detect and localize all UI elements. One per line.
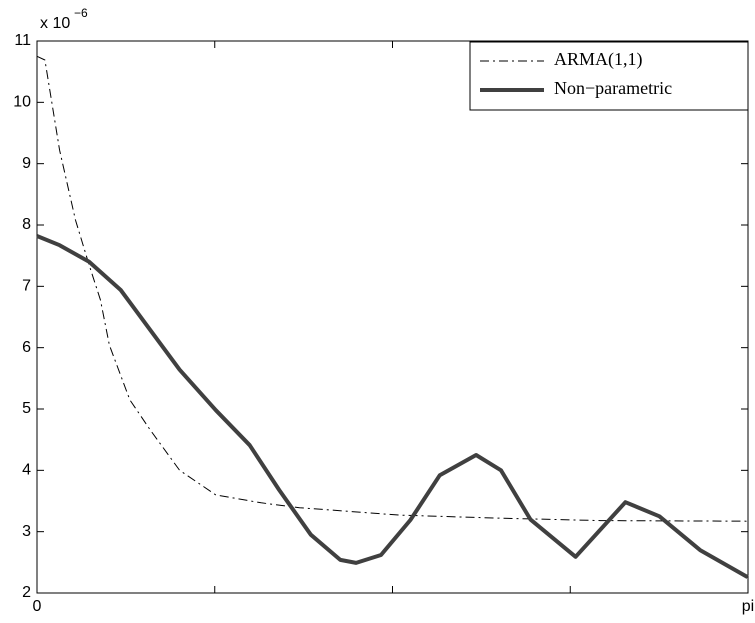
y-tick-label: 11 <box>14 32 31 49</box>
y-tick-label: 3 <box>22 523 31 540</box>
y-tick-label: 6 <box>22 339 31 356</box>
line-series <box>36 234 749 579</box>
y-tick-label: 5 <box>22 400 31 417</box>
plot-area <box>36 40 749 594</box>
y-tick-label: 4 <box>22 462 31 479</box>
y-multiplier-exponent: −6 <box>74 6 88 20</box>
legend <box>469 41 749 111</box>
y-tick-label: 2 <box>22 584 31 601</box>
y-tick-label: 8 <box>22 216 31 233</box>
line-series <box>36 55 748 522</box>
y-tick-label: 9 <box>22 155 31 172</box>
legend-label: ARMA(1,1) <box>554 49 643 70</box>
y-tick-label: 7 <box>22 278 31 295</box>
y-tick-label: 10 <box>13 94 31 111</box>
x-tick-label: pi <box>742 598 754 615</box>
x-tick-label: 0 <box>33 598 42 615</box>
y-multiplier: x 10 <box>40 15 70 32</box>
legend-label: Non−parametric <box>554 78 672 98</box>
